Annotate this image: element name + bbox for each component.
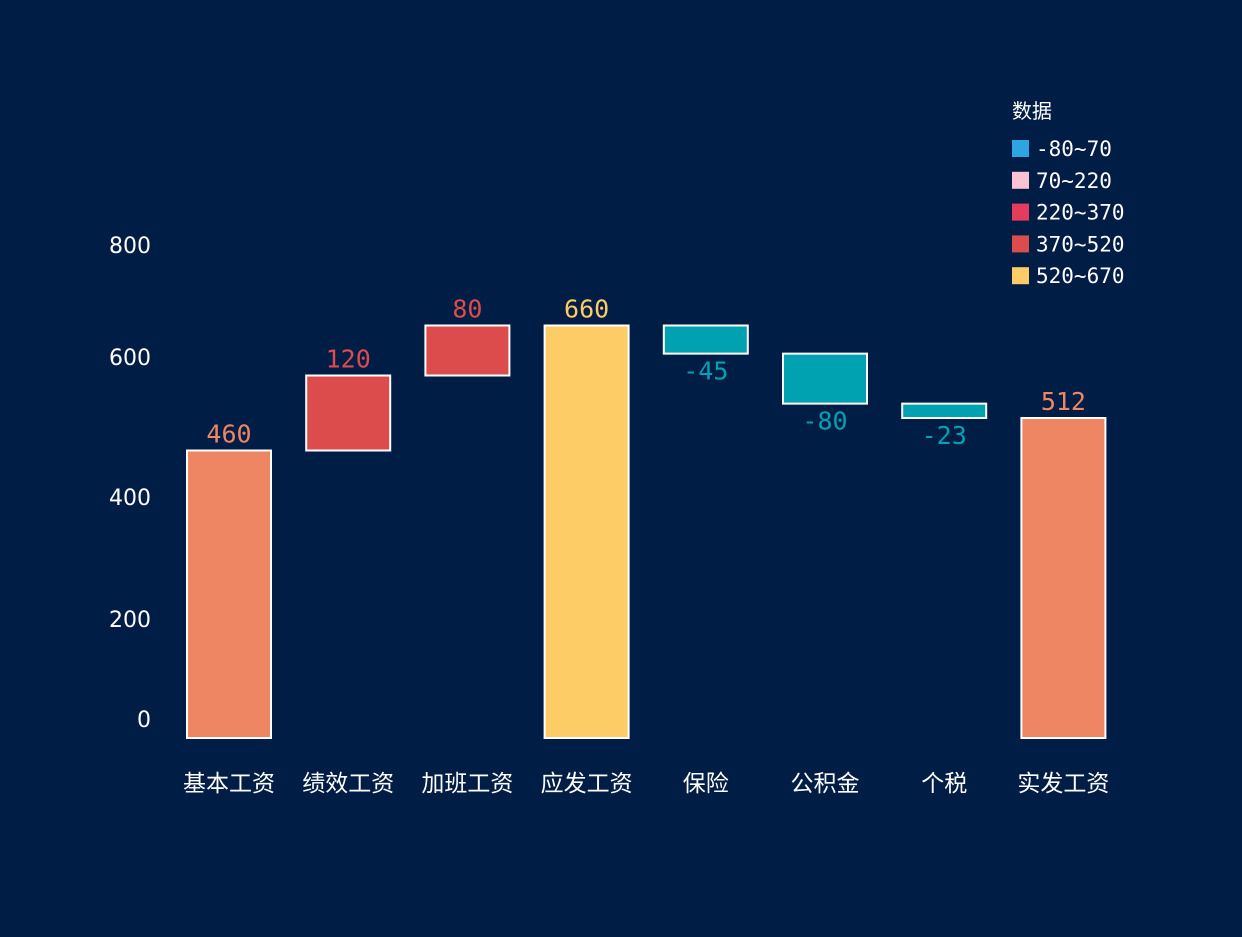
value-label-4: 660 (564, 295, 609, 324)
value-label-6: -80 (802, 407, 847, 436)
legend-label-1[interactable]: -80~70 (1036, 137, 1112, 161)
x-axis: 基本工资 绩效工资 加班工资 应发工资 保险 公积金 个税 实发工资 (183, 771, 1109, 797)
legend-swatch-3[interactable] (1012, 203, 1029, 221)
value-label-8: 512 (1041, 387, 1086, 416)
y-tick-label: 400 (109, 486, 151, 511)
x-tick-label-3: 加班工资 (421, 771, 513, 797)
y-tick-label: 200 (109, 608, 151, 633)
bar-6[interactable] (782, 352, 868, 405)
legend-items: -80~70 70~220 220~370 370~520 520~670 (1012, 137, 1125, 288)
bar-3[interactable] (424, 324, 511, 377)
bar-4[interactable] (543, 324, 630, 739)
x-tick-label-2: 绩效工资 (302, 771, 394, 797)
bar-8[interactable] (1020, 417, 1107, 739)
legend-swatch-1[interactable] (1012, 140, 1029, 157)
bar-1[interactable] (186, 449, 272, 739)
value-label-2: 120 (326, 345, 371, 374)
value-label-5: -45 (683, 357, 728, 386)
y-axis: 0 200 400 600 800 (109, 234, 151, 733)
value-labels-group: 460 120 80 660 -45 -80 -23 512 (206, 295, 1086, 451)
bar-2[interactable] (305, 374, 392, 452)
legend-label-4[interactable]: 370~520 (1036, 232, 1125, 256)
x-tick-label-4: 应发工资 (541, 771, 633, 797)
x-tick-label-1: 基本工资 (183, 771, 275, 797)
x-tick-label-7: 个税 (921, 771, 967, 797)
x-tick-label-5: 保险 (683, 771, 729, 797)
legend-swatch-4[interactable] (1012, 235, 1029, 253)
bar-7[interactable] (901, 402, 988, 419)
legend-label-3[interactable]: 220~370 (1036, 201, 1125, 225)
legend-label-2[interactable]: 70~220 (1036, 169, 1112, 193)
y-tick-label: 600 (109, 346, 151, 371)
bars-group (186, 324, 1107, 739)
x-tick-label-8: 实发工资 (1017, 771, 1109, 797)
legend-swatch-5[interactable] (1012, 267, 1029, 285)
legend-title: 数据 (1012, 99, 1052, 123)
bar-5[interactable] (662, 324, 749, 355)
value-label-3: 80 (452, 295, 482, 324)
value-label-7: -23 (922, 421, 967, 450)
y-tick-label: 0 (137, 708, 151, 733)
x-tick-label-6: 公积金 (791, 771, 860, 797)
y-tick-label: 800 (109, 234, 151, 259)
value-label-1: 460 (206, 420, 251, 449)
legend-label-5[interactable]: 520~670 (1036, 264, 1125, 288)
legend: 数据 -80~70 70~220 220~370 370~520 520~670 (1012, 99, 1125, 288)
legend-swatch-2[interactable] (1012, 171, 1029, 189)
